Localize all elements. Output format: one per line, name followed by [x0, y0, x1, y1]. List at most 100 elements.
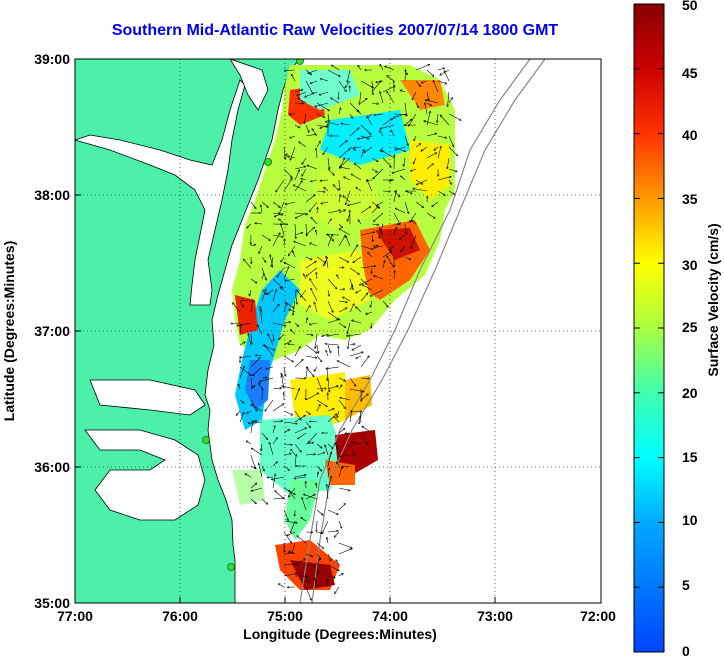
velocity-vector — [343, 297, 351, 302]
velocity-vector — [291, 449, 296, 456]
velocity-vector — [411, 168, 417, 171]
colorbar-tick-label: 5 — [682, 577, 690, 593]
velocity-vector — [316, 141, 320, 148]
velocity-vector — [281, 256, 285, 262]
velocity-vector — [283, 454, 291, 456]
velocity-vector — [279, 201, 285, 214]
velocity-vector — [327, 234, 333, 247]
velocity-vector — [294, 241, 307, 247]
velocity-vector — [294, 90, 303, 93]
velocity-vector — [283, 421, 297, 424]
station-marker — [296, 59, 304, 65]
velocity-vector — [270, 255, 274, 269]
velocity-vector — [411, 220, 417, 225]
velocity-vector — [288, 487, 296, 497]
velocity-vector — [338, 308, 347, 313]
velocity-vector — [311, 288, 318, 302]
velocity-vector — [316, 465, 322, 471]
velocity-vector — [371, 81, 381, 93]
velocity-vector — [373, 212, 384, 222]
velocity-vector — [294, 289, 297, 304]
velocity-vector — [353, 256, 362, 263]
velocity-vector — [314, 302, 318, 313]
velocity-vector — [302, 168, 307, 176]
velocity-vector — [317, 472, 318, 478]
velocity-vector — [327, 210, 341, 214]
velocity-vector — [382, 157, 391, 167]
velocity-vector — [349, 146, 356, 150]
velocity-vector — [309, 201, 318, 212]
velocity-vector — [294, 166, 306, 170]
velocity-vector — [297, 290, 307, 302]
velocity-vector — [305, 553, 313, 557]
velocity-vector — [340, 398, 351, 401]
x-tick-label: 75:00 — [267, 608, 303, 624]
velocity-vector — [261, 201, 268, 207]
colorbar-tick-label: 15 — [682, 449, 698, 465]
velocity-vector — [440, 115, 450, 126]
velocity-vector — [305, 80, 313, 94]
pamlico-sound — [84, 429, 206, 521]
velocity-vector — [317, 207, 318, 214]
velocity-vector — [444, 71, 450, 82]
velocity-vector — [269, 442, 274, 456]
grid-lines — [75, 59, 601, 603]
velocity-vector — [437, 113, 438, 123]
velocity-vector — [327, 386, 338, 390]
velocity-vector — [335, 586, 340, 594]
colorbar-tick-label: 0 — [682, 643, 690, 659]
velocity-vector — [304, 494, 318, 500]
velocity-vector — [325, 445, 329, 456]
velocity-vector — [305, 91, 318, 97]
velocity-vector — [319, 91, 329, 95]
velocity-vector — [294, 476, 307, 479]
velocity-vector — [415, 179, 423, 184]
velocity-vector — [325, 344, 340, 346]
velocity-vector — [389, 245, 395, 251]
velocity-vector — [309, 421, 318, 422]
x-tick-label: 77:00 — [57, 608, 93, 624]
velocity-vector — [349, 304, 354, 313]
velocity-vector — [280, 287, 285, 291]
velocity-vector — [338, 346, 339, 357]
velocity-vector — [232, 303, 241, 313]
velocity-vector — [259, 245, 263, 254]
velocity-vector — [305, 367, 307, 379]
velocity-vector — [283, 465, 290, 471]
velocity-vector — [289, 551, 296, 555]
velocity-vector — [367, 117, 373, 126]
velocity-vector — [337, 275, 340, 280]
velocity-vector — [294, 428, 307, 434]
velocity-vector — [316, 559, 320, 566]
velocity-vector — [421, 80, 428, 83]
velocity-vector — [242, 300, 252, 301]
velocity-vector — [425, 103, 428, 115]
velocity-vector — [340, 454, 351, 457]
y-tick-label: 35:00 — [34, 595, 70, 611]
x-tick-label: 76:00 — [162, 608, 198, 624]
velocity-vector — [308, 69, 318, 74]
velocity-vector — [316, 377, 323, 392]
velocity-vector — [371, 224, 379, 225]
velocity-vector — [302, 157, 307, 164]
velocity-vector — [251, 333, 252, 344]
velocity-vector — [325, 122, 340, 126]
velocity-vector — [331, 98, 340, 104]
velocity-vector — [360, 356, 369, 368]
velocity-vector — [266, 366, 274, 369]
velocity-vector — [360, 98, 367, 104]
velocity-vector — [238, 384, 241, 390]
velocity-vector — [338, 573, 343, 577]
x-tick-label: 74:00 — [372, 608, 408, 624]
velocity-vector — [339, 229, 351, 236]
velocity-vector — [448, 168, 457, 172]
velocity-vector — [290, 330, 296, 335]
velocity-vector — [327, 531, 338, 533]
velocity-vector — [338, 223, 342, 228]
velocity-vector — [305, 575, 309, 582]
velocity-vector — [393, 114, 407, 115]
velocity-vector — [415, 65, 430, 71]
velocity-vector — [352, 344, 362, 350]
velocity-vector — [394, 271, 395, 280]
radar-stations — [202, 59, 304, 571]
